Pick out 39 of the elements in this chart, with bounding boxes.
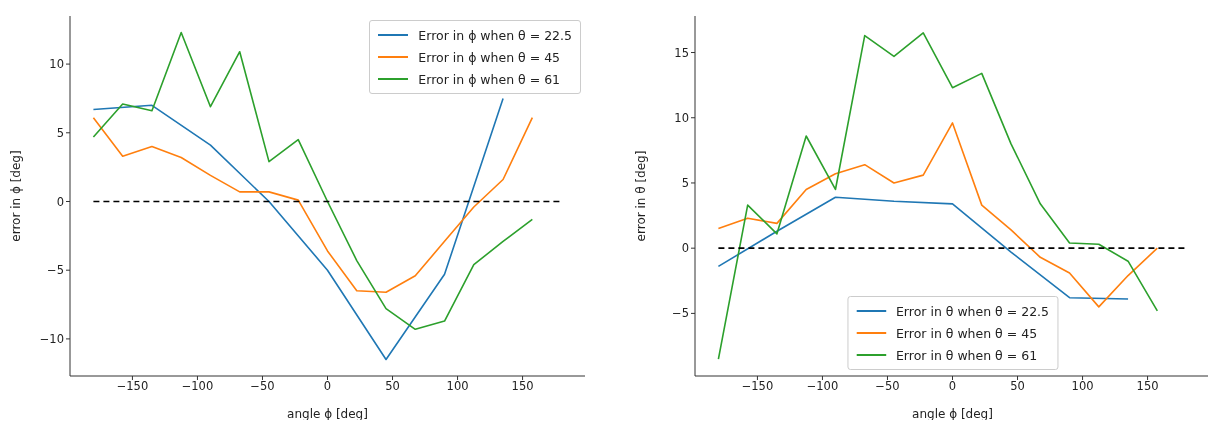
x-tick-label: 50	[1010, 379, 1025, 394]
line-series	[717, 122, 1159, 308]
y-tick-label: 15	[674, 45, 689, 60]
y-tick-label: 5	[681, 176, 689, 191]
y-tick-label: −5	[47, 263, 64, 278]
x-tick-label: 150	[511, 379, 534, 394]
x-tick-label: −50	[875, 379, 900, 394]
x-tick-label: 100	[1071, 379, 1094, 394]
y-tick-label: −5	[672, 306, 689, 321]
y-tick-label: 10	[674, 110, 689, 125]
x-tick-label: −100	[806, 379, 839, 394]
y-tick-label: 0	[681, 241, 689, 256]
x-tick-label: 50	[385, 379, 400, 394]
y-axis-title: error in ϕ [deg]	[9, 150, 24, 242]
x-tick-label: 100	[446, 379, 469, 394]
legend-label: Error in θ when θ = 22.5	[895, 303, 1050, 319]
x-tick-label: 150	[1136, 379, 1159, 394]
x-axis-title: angle ϕ [deg]	[912, 407, 993, 421]
line-series	[92, 97, 504, 361]
y-tick-label: 0	[56, 194, 64, 209]
x-axis-title: angle ϕ [deg]	[287, 407, 368, 421]
x-tick-label: −100	[181, 379, 214, 394]
y-tick-label: 10	[49, 57, 64, 72]
legend-label: Error in ϕ when θ = 45	[418, 49, 561, 65]
x-tick-label: 0	[323, 379, 332, 394]
x-tick-label: 0	[948, 379, 957, 394]
x-tick-label: −150	[116, 379, 149, 394]
legend-label: Error in θ when θ = 45	[895, 325, 1038, 341]
legend-label: Error in θ when θ = 61	[895, 347, 1038, 363]
line-series	[717, 32, 1159, 360]
line-series	[92, 116, 534, 293]
y-tick-label: 5	[56, 125, 64, 140]
legend-label: Error in ϕ when θ = 61	[418, 71, 561, 87]
x-tick-label: −150	[741, 379, 774, 394]
legend-label: Error in ϕ when θ = 22.5	[418, 27, 572, 43]
line-series	[717, 196, 1129, 300]
y-tick-label: −10	[39, 331, 64, 346]
x-tick-label: −50	[250, 379, 275, 394]
y-axis-title: error in θ [deg]	[634, 150, 649, 242]
